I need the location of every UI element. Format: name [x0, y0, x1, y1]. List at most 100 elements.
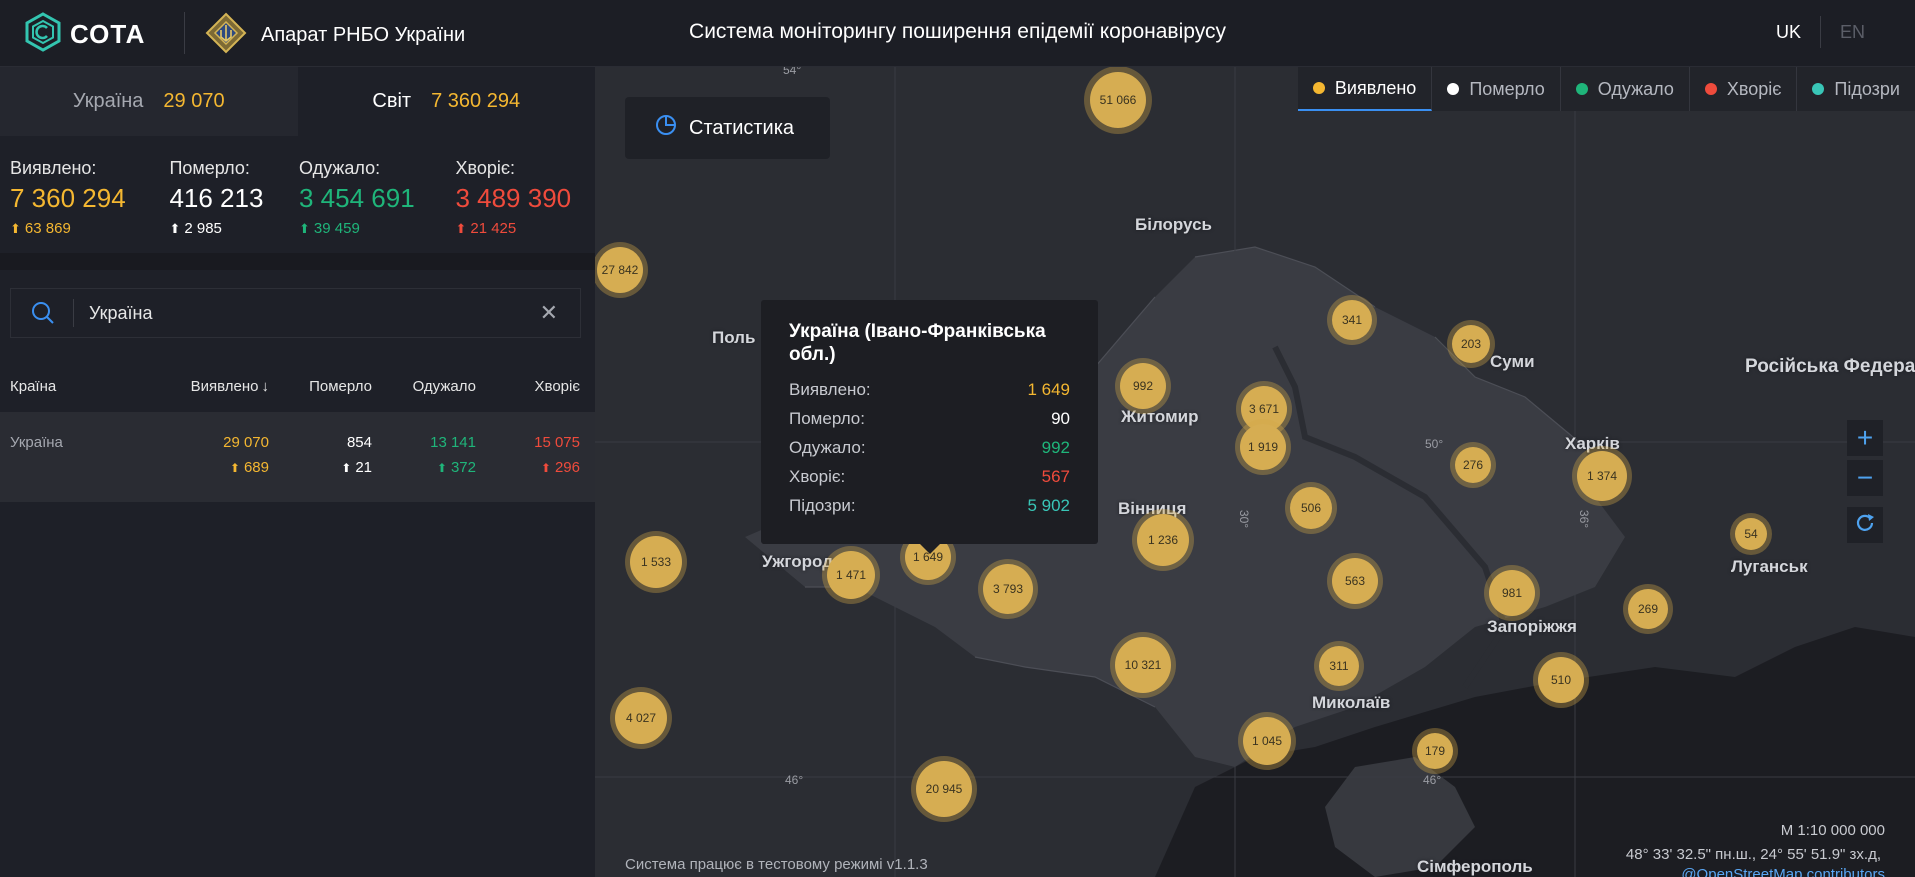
cluster-count: 341	[1332, 300, 1372, 340]
map-cluster[interactable]: 20 945	[911, 756, 977, 822]
map-cluster[interactable]: 54	[1730, 513, 1772, 555]
map-cluster[interactable]: 10 321	[1110, 632, 1176, 698]
tooltip-row: Хворіє: 567	[789, 467, 1070, 487]
map-cluster[interactable]: 563	[1327, 553, 1383, 609]
dot-icon	[1812, 83, 1825, 95]
org-name: Апарат РНБО України	[261, 24, 466, 46]
grid-label: 46°	[785, 773, 804, 787]
zoom-in-button[interactable]: +	[1847, 420, 1883, 456]
dot-icon	[1312, 82, 1325, 94]
search-icon[interactable]	[31, 301, 55, 330]
map-cluster[interactable]: 276	[1450, 442, 1496, 488]
row-recovered-inc-value: 372	[450, 459, 476, 476]
stat-deaths-increase: ⬆ 2 985	[169, 220, 299, 237]
map-cluster[interactable]: 1 236	[1132, 509, 1194, 571]
col-header-deaths[interactable]: Померло	[309, 378, 372, 395]
close-icon[interactable]: ✕	[539, 300, 558, 325]
region-tabs: Україна 29 070 Світ 7 360 294	[0, 67, 595, 136]
cluster-count: 10 321	[1115, 637, 1171, 693]
attribution-link[interactable]: @OpenStreetMap contributors	[1681, 866, 1885, 877]
legend-sick[interactable]: Хворіє	[1690, 67, 1798, 111]
legend-label: Підозри	[1834, 78, 1900, 99]
map-cluster[interactable]: 179	[1412, 728, 1458, 774]
tab-ukraine-value: 29 070	[163, 90, 225, 112]
col-header-confirmed-label: Виявлено	[190, 378, 259, 395]
map-cluster[interactable]: 27 842	[595, 242, 648, 298]
lang-uk-button[interactable]: UK	[1776, 22, 1802, 42]
arrow-up-icon: ⬆	[229, 461, 240, 475]
arrow-up-icon: ⬆	[436, 461, 447, 475]
legend-recovered[interactable]: Одужало	[1561, 67, 1690, 111]
org-block[interactable]: Апарат РНБО України	[205, 12, 465, 59]
cluster-count: 1 533	[630, 536, 682, 588]
tooltip-value: 567	[1041, 467, 1070, 486]
arrow-up-icon: ⬆	[10, 221, 21, 236]
stat-recovered-label: Одужало:	[299, 158, 381, 178]
map-cluster[interactable]: 1 471	[822, 546, 880, 604]
row-deaths-increase: ⬆ 21	[341, 459, 372, 476]
map-cluster[interactable]: 506	[1285, 482, 1337, 534]
search-input[interactable]	[87, 289, 511, 337]
col-header-country[interactable]: Країна	[10, 378, 57, 395]
arrow-down-icon: ↓	[261, 378, 270, 395]
map-cluster[interactable]: 3 793	[978, 559, 1038, 619]
refresh-button[interactable]	[1847, 507, 1883, 543]
map-cluster[interactable]: 203	[1447, 320, 1495, 368]
map-cluster[interactable]: 1 045	[1238, 712, 1296, 770]
tab-ukraine[interactable]: Україна 29 070	[0, 67, 298, 136]
statistics-button[interactable]: Статистика	[625, 97, 830, 159]
map-cluster[interactable]: 510	[1533, 652, 1589, 708]
map-view[interactable]: 54° 50° 46° 46° 30° 36° Білорусь Поль Жи…	[595, 67, 1915, 877]
col-header-confirmed[interactable]: Виявлено ↓	[191, 378, 269, 395]
map-cluster[interactable]: 1 533	[625, 531, 687, 593]
legend-deaths[interactable]: Померло	[1432, 67, 1561, 111]
arrow-up-icon: ⬆	[299, 221, 310, 236]
legend-label: Померло	[1469, 78, 1545, 99]
lang-en-button[interactable]: EN	[1840, 22, 1866, 42]
cluster-count: 563	[1332, 558, 1378, 604]
map-cluster[interactable]: 1 919	[1235, 419, 1291, 475]
grid-label: 54°	[783, 67, 802, 77]
legend-confirmed[interactable]: Виявлено	[1297, 67, 1433, 111]
arrow-up-icon: ⬆	[540, 461, 551, 475]
place-label: Миколаїв	[1312, 693, 1391, 712]
logo-text: СОТА	[70, 19, 146, 49]
map-cluster[interactable]: 4 027	[610, 687, 672, 749]
map-cluster[interactable]: 981	[1484, 565, 1540, 621]
place-label: Суми	[1490, 352, 1535, 371]
place-label: Поль	[712, 328, 756, 347]
zoom-out-button[interactable]: −	[1847, 460, 1883, 496]
app-logo[interactable]: СОТА	[24, 12, 145, 57]
tooltip-label: Померло:	[789, 409, 865, 428]
table-row[interactable]: Україна 29 070 ⬆ 689 854 ⬆ 21 13 141 ⬆ 372 …	[0, 412, 595, 502]
world-stats: Виявлено: 7 360 294 ⬆ 63 869 Померло: 416…	[0, 136, 595, 253]
section-divider	[0, 253, 595, 270]
stat-confirmed: Виявлено: 7 360 294 ⬆ 63 869	[10, 158, 169, 253]
grid-label: 36°	[1577, 509, 1592, 529]
map-cluster[interactable]: 311	[1314, 641, 1364, 691]
dot-icon	[1447, 83, 1460, 95]
tab-world[interactable]: Світ 7 360 294	[297, 67, 595, 136]
map-cluster[interactable]: 341	[1327, 295, 1377, 345]
map-cluster[interactable]: 269	[1623, 584, 1673, 634]
grid-label: 30°	[1237, 509, 1252, 529]
cluster-count: 54	[1735, 518, 1767, 550]
map-cluster[interactable]: 992	[1115, 358, 1171, 414]
row-recovered: 13 141	[430, 434, 476, 451]
dot-icon	[1575, 83, 1588, 95]
table-header: Країна Виявлено ↓ Померло Одужало Хворіє	[0, 362, 595, 412]
refresh-icon	[1854, 509, 1876, 541]
search-separator	[73, 299, 74, 327]
row-sick: 15 075	[534, 434, 580, 451]
grid-label: 50°	[1425, 437, 1444, 451]
map-cluster[interactable]: 1 374	[1572, 446, 1632, 506]
cluster-count: 4 027	[615, 692, 667, 744]
map-cluster[interactable]: 51 066	[1084, 67, 1152, 134]
cluster-count: 27 842	[597, 247, 643, 293]
footer-note: Система працює в тестовому режимі v1.1.3	[625, 856, 928, 873]
col-header-sick[interactable]: Хворіє	[534, 378, 580, 395]
stat-sick-value: 3 489 390	[455, 183, 572, 213]
col-header-recovered[interactable]: Одужало	[412, 378, 476, 395]
legend-suspected[interactable]: Підозри	[1797, 67, 1915, 111]
cluster-count: 51 066	[1090, 72, 1146, 128]
